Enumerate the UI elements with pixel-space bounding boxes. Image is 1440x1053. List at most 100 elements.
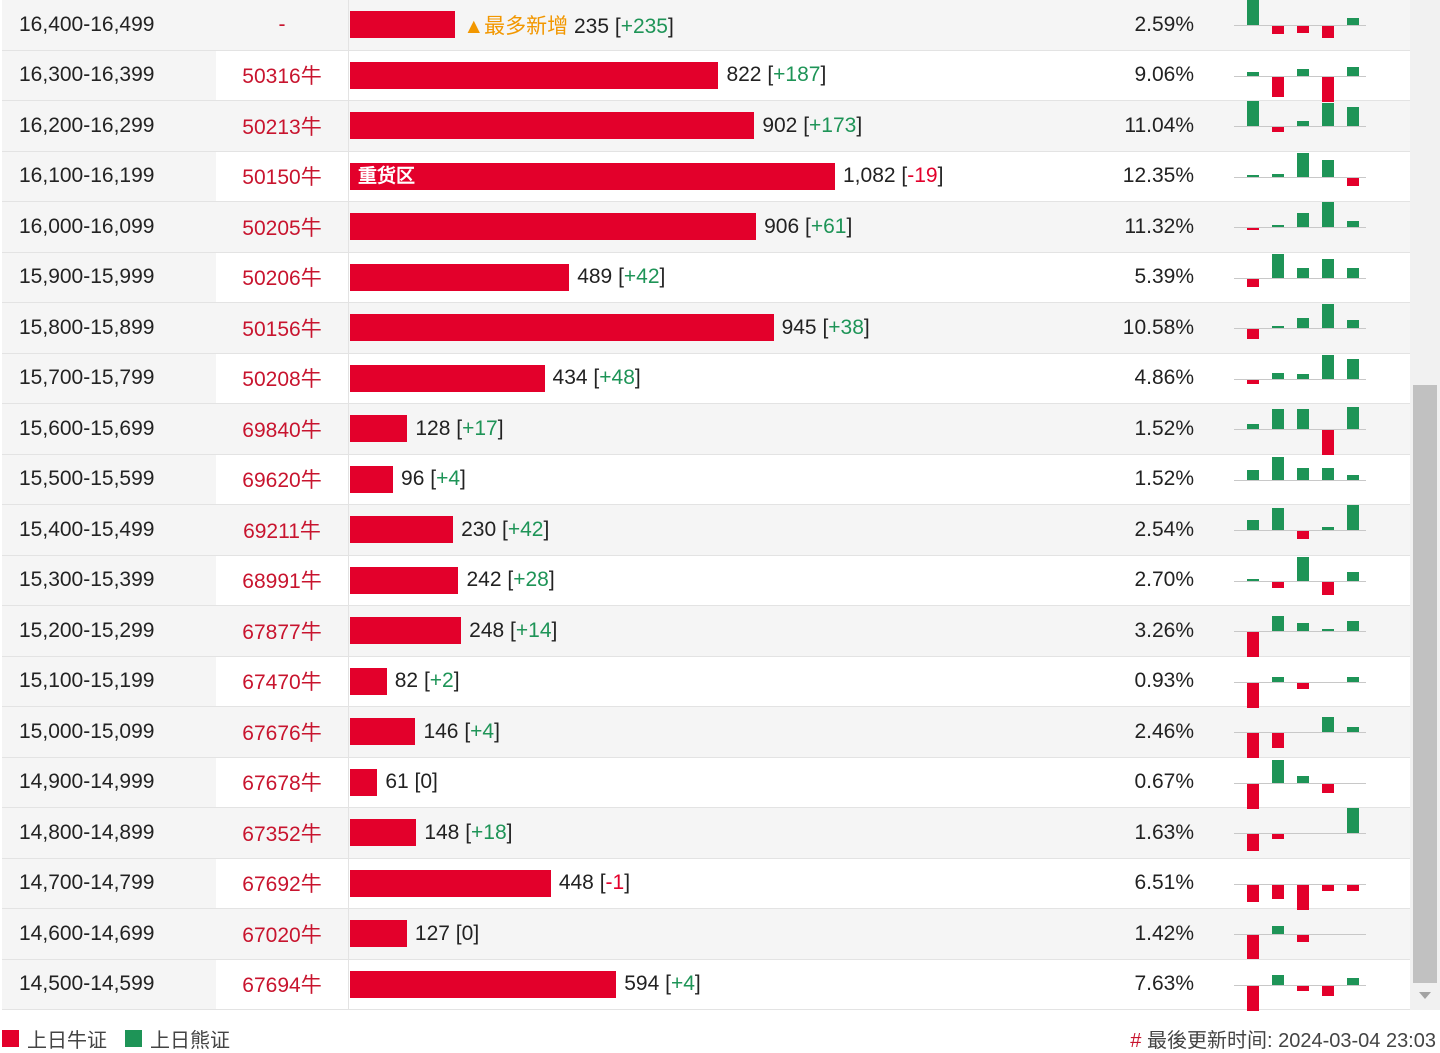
mini-chart-bar [1272,173,1284,177]
table-row[interactable]: 15,500-15,599 69620牛 96 [+4] 1.52% [2,454,1410,505]
percentage: 10.58% [1122,315,1194,339]
count-bar [350,11,456,39]
count-value: 235 [573,14,610,38]
count-change: +28 [513,568,549,592]
table-row[interactable]: 16,000-16,099 50205牛 906 [+61] 11.32% [2,202,1410,253]
count-value: 146 [423,719,459,743]
mini-chart-bar [1322,527,1334,530]
price-range: 14,600-14,699 [2,909,216,959]
table-row[interactable]: 16,300-16,399 50316牛 822 [+187] 9.06% [2,50,1410,102]
percentage: 2.46% [1134,719,1194,743]
warrant-code[interactable]: 67877牛 [216,606,349,656]
warrant-code[interactable]: 50205牛 [216,202,349,252]
warrant-code[interactable]: 69840牛 [216,404,349,454]
mini-chart-bar [1247,783,1259,809]
mini-chart-bar [1347,505,1359,530]
mini-trend-chart [1234,101,1369,151]
percentage: 12.35% [1122,164,1194,188]
count-label: ▲最多新增 235 [+235] [463,14,674,38]
warrant-code[interactable]: 50213牛 [216,101,349,151]
warrant-code[interactable]: 67352牛 [216,808,349,858]
mini-chart-bar [1347,107,1359,126]
table-row[interactable]: 15,700-15,799 50208牛 434 [+48] 4.86% [2,353,1410,404]
price-range: 15,200-15,299 [2,606,216,656]
price-distribution-table: 16,400-16,499 - ▲最多新增 235 [+235] 2.59% 1… [2,0,1410,1011]
table-row[interactable]: 15,900-15,999 50206牛 489 [+42] 5.39% [2,252,1410,303]
mini-trend-chart [1234,253,1369,303]
count-label: 594 [+4] [624,972,701,996]
table-row[interactable]: 15,400-15,499 69211牛 230 [+42] 2.54% [2,505,1410,556]
table-row[interactable]: 16,100-16,199 50150牛 重货区 1,082 [-19] 12.… [2,151,1410,202]
mini-chart-bar [1247,101,1259,126]
mini-trend-chart [1234,505,1369,555]
warrant-code[interactable]: 67676牛 [216,707,349,757]
table-row[interactable]: 15,200-15,299 67877牛 248 [+14] 3.26% [2,606,1410,657]
warrant-code[interactable]: 67692牛 [216,858,349,908]
scroll-down-arrow-icon[interactable] [1419,992,1431,999]
count-change: +38 [828,315,864,339]
table-row[interactable]: 16,400-16,499 - ▲最多新增 235 [+235] 2.59% [2,0,1410,51]
mini-chart-bar [1347,676,1359,682]
count-change: +42 [507,517,544,541]
count-change: +42 [623,265,660,289]
mini-chart-bar [1322,985,1334,996]
mini-chart-bar [1247,379,1259,384]
table-row[interactable]: 15,600-15,699 69840牛 128 [+17] 1.52% [2,404,1410,455]
count-bar [350,768,378,796]
table-row[interactable]: 15,000-15,099 67676牛 146 [+4] 2.46% [2,707,1410,758]
count-bar [350,415,408,443]
table-row[interactable]: 14,700-14,799 67692牛 448 [-1] 6.51% [2,858,1410,910]
count-bar [350,263,570,291]
table-row[interactable]: 15,100-15,199 67470牛 82 [+2] 0.93% [2,656,1410,708]
warrant-code[interactable]: 67020牛 [216,909,349,959]
price-range: 16,000-16,099 [2,202,216,252]
mini-chart-bar [1247,469,1259,480]
percentage: 0.67% [1134,770,1194,794]
bull-swatch-icon [2,1030,19,1047]
percentage: 2.59% [1134,12,1194,36]
mini-trend-chart [1234,657,1369,708]
warrant-code[interactable]: 68991牛 [216,555,349,605]
scrollbar[interactable] [1410,0,1440,1010]
warrant-code[interactable]: 69211牛 [216,505,349,555]
warrant-code[interactable]: 69620牛 [216,454,349,504]
mini-chart-bar [1347,18,1359,25]
warrant-code[interactable]: - [216,0,349,50]
count-label: 242 [+28] [466,568,555,592]
count-change: -19 [907,164,938,188]
table-row[interactable]: 16,200-16,299 50213牛 902 [+173] 11.04% [2,101,1410,152]
table-row[interactable]: 15,300-15,399 68991牛 242 [+28] 2.70% [2,555,1410,606]
count-value: 489 [577,265,613,289]
scrollbar-thumb[interactable] [1413,385,1437,983]
warrant-code[interactable]: 50206牛 [216,252,349,302]
warrant-code[interactable]: 67678牛 [216,757,349,807]
table-row[interactable]: 14,600-14,699 67020牛 127 [0] 1.42% [2,909,1410,960]
count-value: 945 [781,315,817,339]
table-row[interactable]: 14,900-14,999 67678牛 61 [0] 0.67% [2,757,1410,809]
table-row[interactable]: 14,800-14,899 67352牛 148 [+18] 1.63% [2,808,1410,859]
count-change: +18 [471,820,507,844]
warrant-code[interactable]: 50208牛 [216,353,349,403]
mini-trend-chart [1234,0,1369,50]
mini-chart-bar [1322,159,1334,177]
mini-chart-bar [1347,407,1359,429]
table-row[interactable]: 14,500-14,599 67694牛 594 [+4] 7.63% [2,959,1410,1011]
warrant-code[interactable]: 50316牛 [216,50,349,100]
warrant-code[interactable]: 67694牛 [216,959,349,1009]
warrant-code[interactable]: 50156牛 [216,303,349,353]
percentage: 1.63% [1134,820,1194,844]
count-change: +4 [436,467,461,491]
mini-chart-axis [1234,25,1366,26]
warrant-code[interactable]: 67470牛 [216,656,349,706]
mini-chart-bar [1347,267,1359,278]
count-label: 906 [+61] [764,214,853,238]
mini-chart-axis [1234,984,1366,986]
mini-chart-bar [1347,727,1359,732]
mini-chart-axis [1234,227,1366,228]
mini-chart-bar [1347,621,1359,631]
warrant-code[interactable]: 50150牛 [216,151,349,201]
count-label: 127 [0] [414,921,480,945]
mini-chart-bar [1297,68,1309,76]
table-row[interactable]: 15,800-15,899 50156牛 945 [+38] 10.58% [2,303,1410,354]
mini-chart-bar [1322,76,1334,102]
